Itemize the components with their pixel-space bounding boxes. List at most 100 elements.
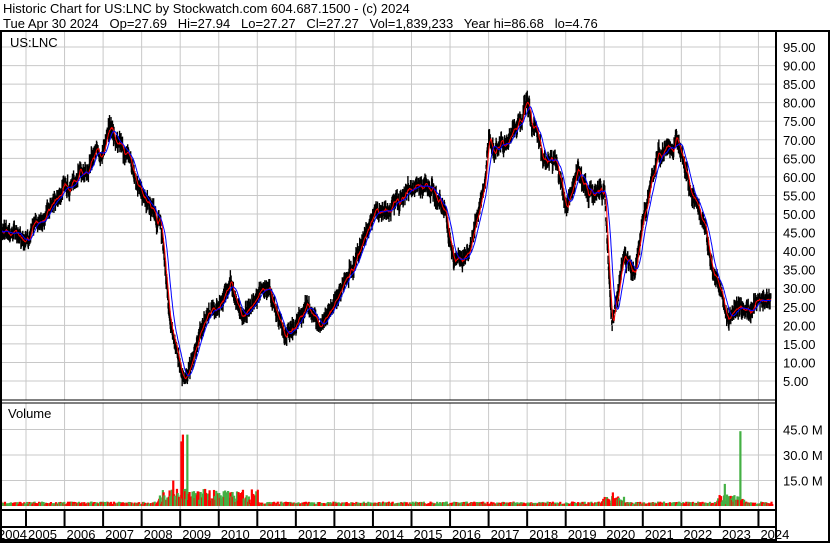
year-label: 2008 <box>144 527 173 542</box>
volume-bar <box>126 502 129 506</box>
volume-bar <box>522 502 526 506</box>
volume-bar <box>232 495 236 506</box>
price-tick-label: 75.00 <box>783 114 816 129</box>
volume-bar <box>241 489 245 506</box>
volume-bar <box>608 499 611 506</box>
volume-bar <box>451 502 454 506</box>
volume-bar <box>304 501 308 506</box>
price-tick-label: 90.00 <box>783 59 816 74</box>
volume-bar <box>202 489 205 506</box>
volume-bar <box>723 483 726 506</box>
volume-bar <box>654 502 657 506</box>
volume-bar <box>186 434 189 506</box>
volume-bar <box>662 501 666 506</box>
year-label: 2019 <box>568 527 597 542</box>
volume-bar <box>198 499 201 506</box>
volume-bar <box>571 501 574 506</box>
year-label: 2017 <box>491 527 520 542</box>
year-label: 2014 <box>375 527 404 542</box>
price-tick-label: 80.00 <box>783 96 816 111</box>
volume-bar <box>622 496 626 506</box>
volume-bar <box>367 501 370 506</box>
volume-bar <box>95 502 99 506</box>
volume-bar <box>581 501 584 506</box>
volume-bar <box>611 492 614 506</box>
price-tick-label: 45.00 <box>783 226 816 241</box>
volume-bar <box>235 491 239 506</box>
volume-bar <box>381 501 385 506</box>
volume-bar <box>714 501 717 506</box>
volume-bar <box>3 501 7 506</box>
price-tick-label: 50.00 <box>783 207 816 222</box>
volume-bar <box>266 502 269 506</box>
volume-bar <box>272 501 276 506</box>
volume-bar <box>739 431 742 506</box>
volume-bar <box>533 502 536 506</box>
volume-tick-label: 30.0 M <box>783 448 823 463</box>
volume-bar <box>197 491 200 506</box>
long-moving-average-line <box>0 106 772 377</box>
year-label: 2015 <box>414 527 443 542</box>
volume-bar <box>55 502 58 506</box>
volume-bar <box>180 441 183 506</box>
volume-bar <box>199 492 202 506</box>
year-label: 2022 <box>683 527 712 542</box>
year-label: 2010 <box>221 527 250 542</box>
volume-bar <box>734 500 737 506</box>
volume-bar <box>261 502 264 506</box>
volume-bar <box>109 501 113 506</box>
volume-bar <box>172 480 175 506</box>
chart-frame <box>0 30 777 541</box>
volume-tick-label: 15.0 M <box>783 474 823 489</box>
volume-bar <box>521 502 524 506</box>
volume-bar <box>178 496 181 506</box>
volume-bar <box>276 501 279 506</box>
volume-bar <box>181 434 185 506</box>
volume-bar <box>26 501 29 506</box>
volume-bar <box>583 501 586 506</box>
volume-bar <box>378 502 382 506</box>
volume-bar <box>480 501 483 506</box>
volume-bar <box>284 501 288 506</box>
year-label: 2007 <box>105 527 134 542</box>
volume-bar <box>250 489 253 506</box>
volume-bar <box>30 502 33 506</box>
year-label: 2020 <box>606 527 635 542</box>
price-tick-label: 55.00 <box>783 188 816 203</box>
volume-bar <box>332 501 335 506</box>
volume-bar <box>60 502 64 506</box>
volume-bar <box>307 501 311 506</box>
volume-bar <box>490 501 493 506</box>
volume-bar <box>603 496 606 506</box>
volume-bar <box>770 501 773 506</box>
volume-bar <box>63 501 66 506</box>
year-label: 2009 <box>182 527 211 542</box>
volume-bar <box>417 502 420 506</box>
volume-bar <box>207 493 210 506</box>
volume-bar <box>208 490 211 506</box>
volume-bar <box>129 502 132 506</box>
price-tick-label: 30.00 <box>783 281 816 296</box>
price-tick-label: 5.00 <box>783 374 808 389</box>
price-tick-label: 60.00 <box>783 170 816 185</box>
volume-bar <box>191 491 194 506</box>
symbol-label: US:LNC <box>10 35 58 50</box>
volume-bar <box>40 501 44 506</box>
price-tick-label: 15.00 <box>783 337 816 352</box>
year-label: 2013 <box>336 527 365 542</box>
volume-bar <box>771 503 774 506</box>
price-tick-label: 40.00 <box>783 244 816 259</box>
volume-bar <box>588 502 591 506</box>
volume-bar <box>245 495 248 506</box>
short-moving-average-line <box>0 101 772 380</box>
volume-bar <box>482 501 485 506</box>
volume-bar <box>220 498 223 506</box>
year-label: 2024 <box>760 527 789 542</box>
volume-bar <box>685 501 688 506</box>
volume-bar <box>743 499 746 506</box>
year-label: 2021 <box>645 527 674 542</box>
volume-bar <box>256 489 259 506</box>
volume-bar <box>720 496 723 506</box>
price-tick-label: 20.00 <box>783 318 816 333</box>
